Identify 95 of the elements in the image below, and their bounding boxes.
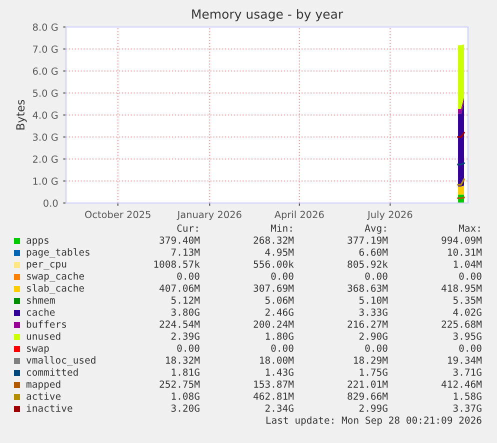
legend-label: per_cpu (26, 262, 66, 270)
text: 3.80G (171, 308, 200, 316)
legend-label: shmem (27, 296, 55, 304)
text: 2.46G (265, 308, 294, 316)
legend-label: unused (26, 332, 60, 340)
text: 1.43G (266, 368, 294, 376)
y-axis-title: Bytes (16, 100, 27, 130)
text: 368.63M (348, 284, 388, 292)
text: 0.00 (271, 344, 294, 352)
text: 1.08G (172, 392, 200, 400)
text: 462.81M (254, 392, 294, 400)
legend-label: committed (26, 368, 78, 376)
text: 18.29M (354, 356, 388, 364)
legend-label: cache (26, 308, 55, 316)
text: 407.06M (160, 284, 200, 292)
x-tick-label: January 2026 (176, 210, 242, 220)
text: 2.39G (171, 332, 200, 340)
text: Avg: (364, 224, 386, 234)
text: 379.40M (160, 236, 200, 244)
y-tick-label: 7.0 G (33, 45, 58, 53)
text: 0.00 (177, 272, 200, 280)
y-tick-label: 5.0 G (33, 89, 58, 97)
text: 3.71G (453, 368, 482, 376)
legend-label: vmalloc_used (26, 356, 96, 366)
y-tick-label: 0.0 (44, 199, 58, 207)
text: 0.00 (459, 344, 482, 352)
legend-label: mapped (26, 380, 60, 390)
y-tick-label: 3.0 G (33, 133, 58, 141)
text: 556.00k (254, 260, 294, 268)
y-tick-label: 4.0 G (32, 111, 58, 119)
text: 200.24M (254, 320, 294, 328)
y-tick-label: 1.0 G (33, 177, 58, 185)
legend-label: slab_cache (27, 284, 84, 294)
legend-label: page_tables (26, 248, 90, 258)
text: 4.02G (453, 308, 482, 316)
text: 7.13M (171, 248, 200, 256)
text: Last update: Mon Sep 28 00:21:09 2026 (266, 416, 482, 426)
text: 0.00 (271, 272, 294, 280)
chart-title: Memory usage - by year (192, 9, 344, 22)
text: 1.04M (454, 260, 482, 268)
y-tick-label: 6.0 G (32, 67, 58, 75)
text: 2.99G (359, 404, 388, 412)
text: 307.69M (254, 284, 294, 292)
text: 18.00M (260, 356, 294, 364)
text: 994.09M (442, 236, 482, 244)
text: 1008.57k (154, 260, 200, 268)
legend-label: inactive (26, 404, 72, 412)
text: 412.46M (442, 380, 482, 388)
legend-label: swap (27, 346, 49, 354)
text: 3.37G (453, 404, 482, 412)
text: 0.00 (459, 272, 482, 280)
text: 268.32M (254, 236, 294, 244)
text: 5.35M (453, 296, 482, 304)
text: 0.00 (365, 272, 388, 280)
text: 2.90G (359, 332, 388, 340)
text: 221.01M (348, 380, 388, 388)
text: 19.34M (448, 356, 482, 364)
y-tick-label: 2.0 G (32, 155, 58, 163)
text: 10.31M (448, 248, 482, 256)
legend-label: buffers (26, 320, 66, 328)
text: Max: (458, 224, 480, 232)
text: 418.95M (442, 284, 482, 292)
text: 1.81G (172, 368, 200, 376)
text: 3.95G (453, 332, 482, 340)
legend-label: active (26, 392, 61, 400)
x-tick-label: July 2026 (367, 210, 412, 220)
text: 1.80G (266, 332, 294, 340)
text: 5.12M (171, 296, 200, 304)
text: Min: (270, 224, 292, 232)
text: 18.32M (166, 356, 200, 364)
text: 0.00 (365, 344, 388, 352)
y-tick-label: 8.0 G (32, 23, 58, 31)
text: 2.34G (265, 404, 294, 412)
text: 6.60M (359, 248, 388, 256)
text: 3.20G (171, 404, 200, 412)
text: 4.95M (265, 248, 294, 256)
text: 216.27M (348, 320, 388, 328)
text: 1.58G (454, 392, 482, 400)
legend-label: swap_cache (27, 272, 84, 282)
x-tick-label: October 2025 (85, 210, 150, 218)
text: 377.19M (348, 236, 388, 244)
text: 5.06M (265, 296, 294, 304)
text: 829.66M (348, 392, 388, 400)
text: 0.00 (177, 344, 200, 352)
text: 5.10M (359, 296, 388, 304)
text: 1.75G (360, 368, 388, 376)
text: Cur: (177, 224, 198, 232)
text: 3.33G (359, 308, 388, 316)
x-tick-label: April 2026 (274, 210, 324, 220)
text: 153.87M (254, 380, 294, 388)
text: 805.92k (348, 260, 388, 268)
text: 252.75M (160, 380, 200, 388)
text: 225.68M (442, 320, 482, 328)
text: 224.54M (160, 320, 200, 328)
legend-label: apps (26, 238, 48, 246)
